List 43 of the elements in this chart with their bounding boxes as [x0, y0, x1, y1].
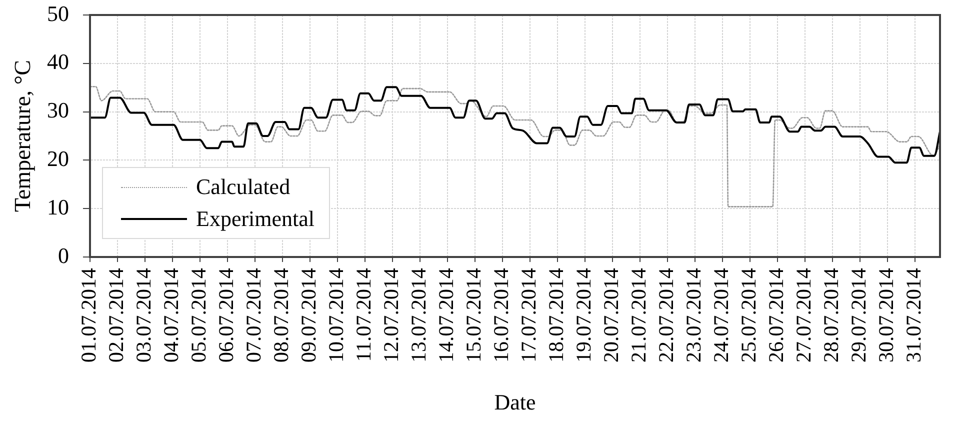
y-tick-label: 30 [47, 98, 69, 123]
x-tick-label: 19.07.2014 [571, 268, 596, 362]
x-tick-label: 22.07.2014 [654, 268, 678, 362]
legend-label: Experimental [196, 206, 315, 232]
x-tick-label: 16.07.2014 [488, 268, 513, 362]
x-tick-label: 30.07.2014 [874, 268, 898, 362]
x-tick-label: 27.07.2014 [791, 268, 816, 362]
x-tick-label: 28.07.2014 [818, 268, 843, 362]
x-tick-label: 12.07.2014 [378, 268, 403, 362]
line-series [90, 86, 940, 208]
x-tick-label: 11.07.2014 [351, 268, 376, 362]
x-tick-label: 09.07.2014 [296, 268, 320, 362]
y-tick-label: 20 [47, 146, 69, 171]
x-tick-label: 26.07.2014 [764, 268, 788, 362]
x-tick-label: 20.07.2014 [598, 268, 623, 362]
x-tick-label: 24.07.2014 [708, 268, 733, 362]
x-tick-label: 07.07.2014 [241, 268, 266, 362]
x-tick-label: 01.07.2014 [76, 268, 101, 362]
x-tick-label: 29.07.2014 [846, 268, 870, 362]
x-tick-label: 13.07.2014 [406, 268, 430, 362]
x-tick-label: 08.07.2014 [268, 268, 293, 362]
x-tick-label: 02.07.2014 [104, 268, 128, 362]
x-tick-label: 14.07.2014 [434, 268, 458, 362]
y-tick-label: 10 [47, 194, 69, 220]
x-tick-label: 05.07.2014 [186, 268, 210, 362]
x-tick-label: 06.07.2014 [214, 268, 238, 362]
legend-label: Calculated [196, 174, 290, 200]
y-tick-label: 40 [47, 49, 69, 74]
y-axis-title: Temperature, °C [10, 60, 35, 212]
x-tick-label: 21.07.2014 [626, 268, 650, 362]
x-tick-label: 18.07.2014 [544, 268, 568, 362]
x-tick-label: 10.07.2014 [324, 268, 348, 362]
y-tick-label: 50 [47, 0, 69, 26]
x-axis-title: Date [494, 390, 536, 415]
x-tick-label: 31.07.2014 [901, 268, 926, 362]
x-tick-label: 25.07.2014 [736, 268, 760, 362]
x-tick-label: 04.07.2014 [158, 268, 183, 362]
x-tick-label: 23.07.2014 [681, 268, 706, 362]
x-tick-label: 03.07.2014 [132, 268, 156, 362]
x-tick-label: 17.07.2014 [516, 268, 540, 362]
x-tick-label: 15.07.2014 [461, 268, 486, 362]
y-tick-label: 0 [58, 242, 69, 268]
line-series [90, 86, 940, 164]
